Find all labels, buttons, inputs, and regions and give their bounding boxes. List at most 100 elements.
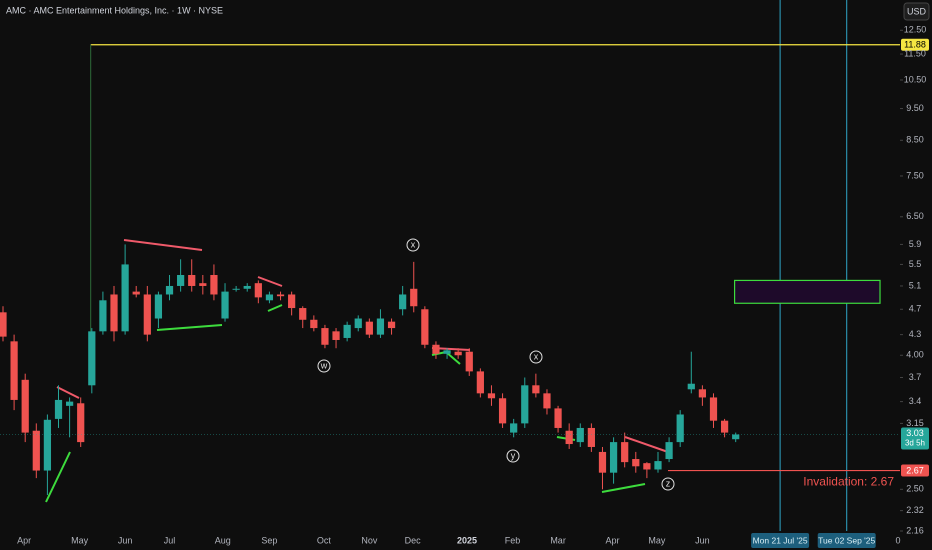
wave-circle: [406, 238, 420, 252]
candle-body: [643, 463, 651, 470]
trend-lines: [45, 239, 669, 503]
invalidation-label: Invalidation: 2.67: [803, 475, 894, 489]
candle-body: [21, 379, 29, 433]
candle-body: [354, 318, 362, 329]
y-tick-label: 5.1: [909, 280, 922, 290]
price-badge: [901, 38, 929, 51]
x-tick-label: Jun: [695, 535, 710, 545]
candle-body: [121, 264, 129, 332]
trend-line: [56, 386, 80, 399]
candle-body: [276, 294, 285, 297]
currency-box[interactable]: [903, 2, 930, 21]
candle-body: [188, 274, 196, 286]
candle-body: [310, 319, 318, 329]
wave-label: z: [666, 478, 671, 488]
y-tick-label: 2.32: [906, 505, 924, 515]
x-tick-label: Nov: [361, 535, 378, 545]
wave-label: w: [320, 360, 328, 370]
x-tick-label: Aug: [215, 535, 231, 545]
trend-line: [601, 483, 646, 493]
candle-body: [10, 341, 18, 400]
y-tick-label: 4.7: [909, 304, 922, 314]
candle-body: [476, 371, 484, 394]
candle-body: [609, 442, 618, 473]
y-tick-label: 9.50: [906, 103, 924, 113]
candle-body: [54, 399, 63, 419]
candle-body: [732, 434, 740, 440]
candle-body: [132, 291, 140, 295]
candle-body: [265, 294, 274, 301]
candle-body: [720, 420, 729, 433]
x-tick-label: 2025: [457, 535, 477, 545]
y-tick-label: 7.50: [906, 170, 924, 180]
candle-body: [221, 291, 229, 319]
candle-body: [532, 385, 540, 394]
x-tick-label: May: [71, 535, 89, 545]
candle-body: [321, 328, 329, 345]
candle-body: [709, 397, 718, 421]
x-tick-label: Apr: [605, 535, 619, 545]
trend-line: [156, 324, 223, 331]
candle-body: [332, 331, 340, 340]
trend-line: [445, 351, 461, 365]
candle-body: [43, 419, 52, 471]
y-tick-label: 2.50: [906, 484, 924, 494]
candle-body: [77, 403, 85, 443]
zone-box: [733, 279, 881, 304]
y-tick-label: 6.50: [906, 211, 924, 221]
candle-body: [288, 294, 296, 309]
candle-body: [177, 274, 185, 286]
candle-body: [0, 312, 7, 337]
candle-body: [632, 459, 640, 467]
x-tick-label: Oct: [317, 535, 332, 545]
candle-body: [343, 324, 351, 338]
x-tick-label: Feb: [505, 535, 521, 545]
candle-body: [521, 385, 529, 424]
candle-body: [598, 451, 607, 473]
candle-body: [88, 331, 96, 386]
candle-body: [232, 288, 240, 290]
candle-body: [65, 401, 74, 406]
y-tick-label: 2.16: [906, 525, 924, 535]
countdown-label: 3d 5h: [905, 439, 925, 448]
candle-body: [687, 383, 695, 390]
candle-body: [199, 283, 207, 286]
candle-body: [410, 288, 418, 307]
wave-labels: [317, 238, 675, 491]
candle-body: [210, 274, 218, 295]
candle-body: [576, 427, 584, 443]
price-badge-label: 2.67: [906, 465, 924, 475]
candle-body: [654, 461, 662, 470]
chart-title: AMC · AMC Entertainment Holdings, Inc. ·…: [6, 5, 223, 15]
trend-line: [123, 239, 203, 251]
candle-body: [587, 427, 595, 447]
candle-body: [99, 300, 107, 332]
trend-line: [45, 451, 71, 503]
date-badge-label: Mon 21 Jul '25: [753, 535, 808, 545]
candle-body: [510, 423, 518, 433]
candle-body: [465, 351, 473, 372]
currency[interactable]: USD: [907, 6, 927, 16]
y-tick-label: 5.9: [909, 239, 922, 249]
candle-body: [421, 309, 429, 345]
wave-circle: [661, 477, 675, 491]
price-badge-label: 11.88: [904, 40, 926, 50]
y-tick-label: 3.4: [909, 396, 922, 406]
date-badge: [817, 533, 876, 548]
x-tick-label: Jul: [164, 535, 176, 545]
wave-label: x: [534, 351, 539, 361]
candle-body: [376, 318, 385, 335]
candle-body: [432, 344, 440, 354]
price-badge: [901, 464, 929, 477]
candle-body: [143, 294, 151, 335]
candle-body: [621, 442, 629, 463]
wave-label: y: [511, 450, 516, 460]
candle-body: [365, 321, 373, 335]
date-badge-label: Tue 02 Sep '25: [818, 535, 875, 545]
candle-body: [554, 408, 562, 428]
candle-body: [165, 285, 174, 295]
trend-line: [267, 304, 283, 312]
candle-body: [243, 285, 251, 289]
wave-label: x: [411, 239, 416, 249]
